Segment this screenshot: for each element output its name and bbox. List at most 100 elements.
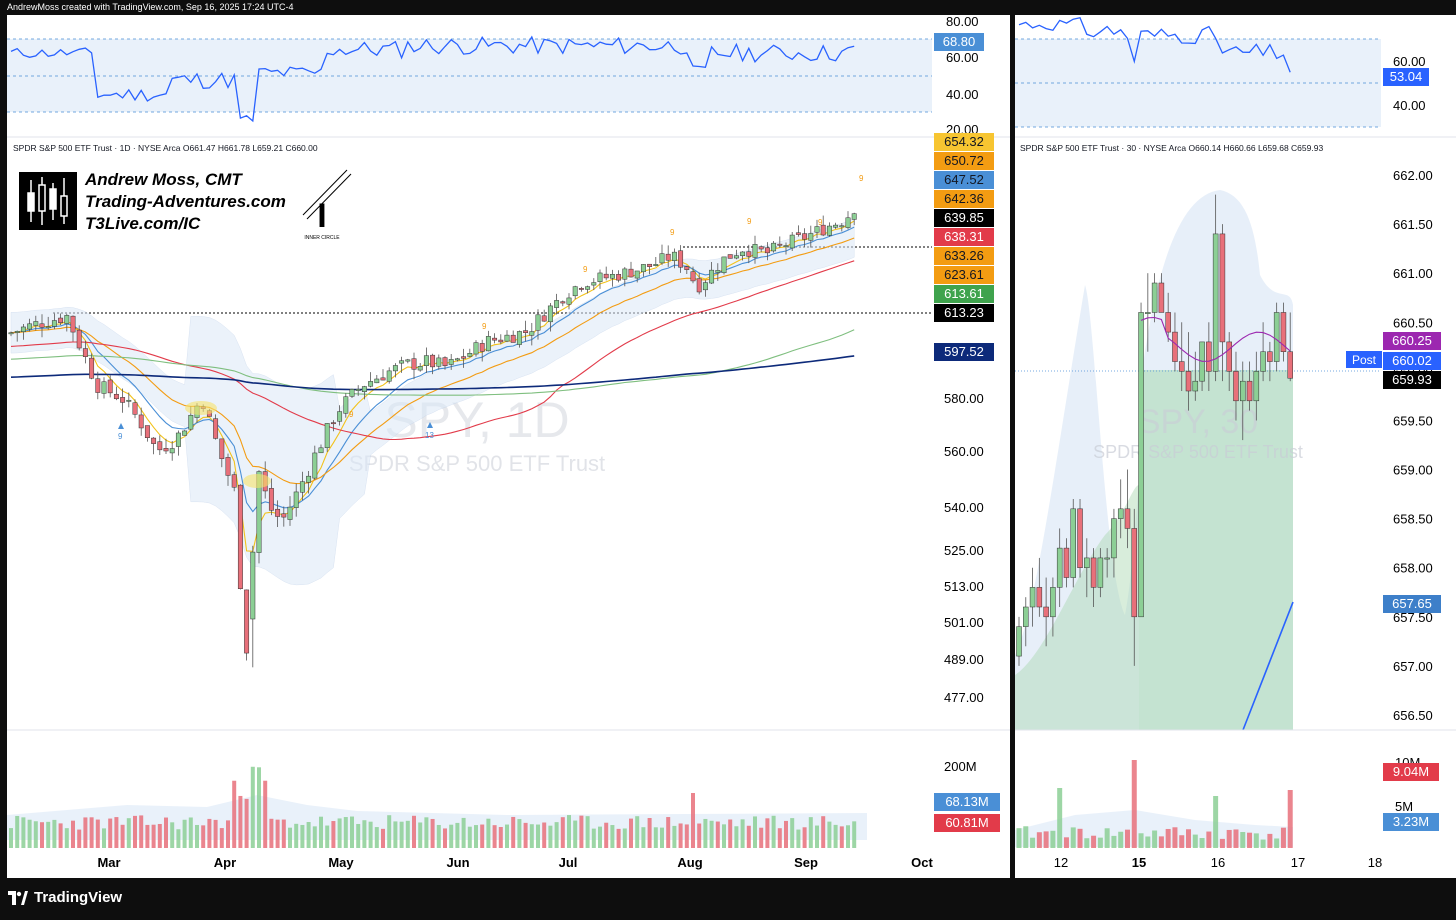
intraday-chart-svg[interactable]: 60.00 40.00 53.04 SPDR S&P 500 ETF Trust…: [1015, 15, 1456, 878]
candle: [690, 266, 696, 284]
volume-bar: [505, 824, 509, 848]
intraday-chart-panel[interactable]: 60.00 40.00 53.04 SPDR S&P 500 ETF Trust…: [1015, 15, 1456, 878]
candle: [467, 348, 473, 358]
volume-bar: [548, 825, 553, 848]
rsi-band: [7, 39, 932, 112]
inner-circle-slash-1: [302, 169, 348, 216]
candle: [113, 386, 119, 401]
volume-bar: [120, 824, 125, 848]
candle: [740, 251, 746, 261]
volume-bar: [1138, 833, 1144, 848]
volume-label: 60.81M: [934, 814, 1000, 832]
candle: [845, 211, 851, 230]
candle-down: [560, 301, 566, 304]
volume-bar: [393, 821, 398, 848]
volume-bar: [238, 795, 243, 848]
price-label: 660.25: [1383, 332, 1441, 350]
candle-up: [343, 396, 349, 414]
candle: [1178, 322, 1185, 391]
volume-bar: [1287, 790, 1293, 848]
price-axis[interactable]: 580.00 560.00 540.00 525.00 513.00 501.0…: [944, 391, 984, 705]
candle-down: [380, 377, 386, 381]
candle: [802, 228, 808, 248]
volume-bar: [480, 824, 485, 848]
volume-bar: [164, 817, 168, 848]
candle: [727, 254, 733, 259]
candle-up: [516, 331, 522, 345]
candle-down: [1246, 380, 1253, 402]
candle-down: [461, 356, 467, 359]
candle: [337, 405, 343, 426]
candle: [33, 315, 39, 331]
tradingview-brand[interactable]: TradingView: [8, 889, 122, 906]
volume-bars: [7, 766, 867, 848]
price-axis-tick: 560.00: [944, 444, 984, 459]
rsi-axis-60: 60.00: [1393, 54, 1426, 69]
candle-up: [318, 447, 324, 454]
volume-bar: [1030, 837, 1036, 848]
candle: [628, 261, 634, 278]
candle: [1036, 557, 1043, 617]
candle-down: [1165, 312, 1171, 333]
volume-bar: [306, 822, 311, 848]
volume-bar: [250, 766, 255, 848]
time-axis[interactable]: 12 15 16 17 18: [1054, 855, 1382, 870]
volume-bar: [647, 818, 652, 848]
candle: [374, 374, 380, 384]
volume-bar: [64, 828, 69, 848]
candle-down: [268, 488, 274, 511]
price-label: 647.52: [934, 171, 994, 189]
candle: [27, 318, 33, 332]
volume-bar: [753, 816, 757, 848]
candle: [107, 375, 113, 398]
volume-bar: [467, 826, 472, 848]
candle-up: [529, 331, 535, 336]
candle: [622, 266, 628, 287]
volume-bar: [95, 819, 100, 848]
price-label-text: 660.02: [1392, 353, 1432, 368]
price-label-badge: [934, 285, 994, 303]
volume-bar: [1023, 826, 1029, 848]
candle-up: [640, 264, 646, 273]
volume-bar: [33, 821, 38, 848]
candle: [20, 324, 26, 340]
candle: [1226, 332, 1232, 391]
volume-bar: [734, 826, 739, 848]
time-axis-tick: 15: [1132, 855, 1146, 870]
candle: [1165, 292, 1171, 342]
candle-up: [454, 358, 460, 361]
price-axis-tick: 501.00: [944, 615, 984, 630]
candle-down: [1158, 282, 1165, 313]
volume-bar: [703, 818, 708, 848]
candle: [268, 478, 274, 516]
candle-up: [473, 342, 479, 355]
name-watermark: SPDR S&P 500 ETF Trust: [1093, 442, 1303, 462]
price-axis-tick: 659.50: [1393, 413, 1433, 428]
price-axis[interactable]: 662.00661.50661.00660.50660.00659.50659.…: [1393, 168, 1433, 723]
time-axis[interactable]: Mar Apr May Jun Jul Aug Sep Oct: [97, 855, 933, 870]
candle: [523, 320, 529, 342]
candle-down: [498, 339, 504, 343]
candle-up: [808, 233, 814, 241]
price-label-text: 654.32: [944, 134, 984, 149]
volume-bar: [269, 818, 274, 848]
candle: [1050, 577, 1056, 637]
daily-chart-panel[interactable]: 80.00 60.00 40.00 20.00 68.80 SPDR S&P 5…: [7, 15, 1010, 878]
candle-up: [504, 334, 510, 342]
price-label-text: 647.52: [944, 172, 984, 187]
candle-up: [702, 282, 708, 291]
candle-up: [653, 264, 659, 266]
volume-bar: [52, 819, 57, 848]
daily-chart-svg[interactable]: 80.00 60.00 40.00 20.00 68.80 SPDR S&P 5…: [7, 15, 1010, 878]
candle-down: [727, 254, 733, 259]
candle-up: [64, 315, 70, 324]
volume-label: 3.23M: [1383, 813, 1439, 831]
candle: [430, 353, 436, 375]
candle-down: [231, 474, 237, 488]
candle: [826, 222, 832, 237]
volume-bar: [1233, 829, 1239, 848]
candle: [535, 309, 541, 340]
candle-up: [386, 370, 392, 382]
volume-bar: [368, 821, 373, 848]
volume-label-badge: [1383, 813, 1439, 831]
